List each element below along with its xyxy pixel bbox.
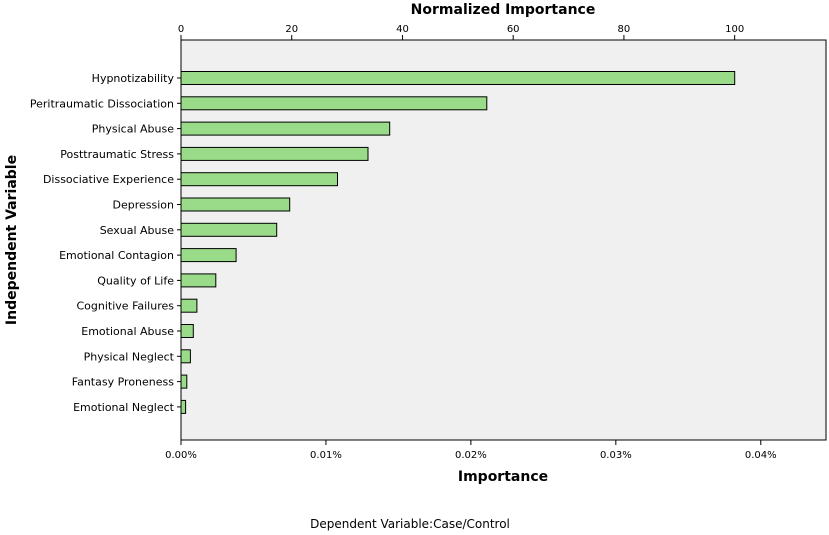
category-label: Hypnotizability <box>92 72 175 85</box>
category-label: Fantasy Proneness <box>72 376 174 389</box>
bar <box>180 121 391 136</box>
x2-tick-label: 100 <box>725 24 744 35</box>
x2-tick-label: 80 <box>618 24 631 35</box>
x-axis: 0.00% 0.01% 0.02% 0.03% 0.04% <box>165 440 777 461</box>
category-label: Emotional Abuse <box>81 325 174 338</box>
bar <box>180 96 488 111</box>
x2-axis: 0 20 40 60 80 100 <box>178 24 744 40</box>
category-labels: Hypnotizability Peritraumatic Dissociatio… <box>30 72 181 414</box>
x2-axis-title: Normalized Importance <box>411 2 596 18</box>
bar <box>180 248 237 263</box>
category-label: Sexual Abuse <box>100 224 175 237</box>
x-axis-title: Importance <box>458 469 548 485</box>
bar <box>180 349 191 364</box>
x2-tick-label: 0 <box>178 24 184 35</box>
x2-tick-label: 40 <box>396 24 409 35</box>
x-tick-label: 0.01% <box>310 450 342 461</box>
category-label: Cognitive Failures <box>77 300 175 313</box>
category-label: Emotional Neglect <box>73 401 175 414</box>
x-tick-label: 0.04% <box>745 450 777 461</box>
bar <box>180 222 278 237</box>
bar <box>180 197 291 212</box>
category-label: Depression <box>113 199 175 212</box>
bar <box>180 399 187 414</box>
x2-tick-label: 60 <box>507 24 520 35</box>
bar <box>180 273 217 288</box>
bar <box>180 172 338 187</box>
x-tick-label: 0.03% <box>600 450 632 461</box>
bar <box>180 324 194 338</box>
bar <box>180 71 736 85</box>
x-tick-label: 0.00% <box>165 450 197 461</box>
category-label: Quality of Life <box>97 274 174 287</box>
category-label: Physical Abuse <box>92 123 174 136</box>
y-axis-title: Independent Variable <box>4 155 20 325</box>
category-label: Emotional Contagion <box>59 249 174 262</box>
category-label: Physical Neglect <box>84 350 175 363</box>
bar <box>180 146 369 161</box>
bars-layer <box>180 71 736 414</box>
x2-tick-label: 20 <box>285 24 298 35</box>
category-label: Peritraumatic Dissociation <box>30 97 174 110</box>
bar <box>180 298 198 313</box>
category-label: Posttraumatic Stress <box>60 148 174 161</box>
bar <box>180 374 188 389</box>
x-tick-label: 0.02% <box>455 450 487 461</box>
footnote: Dependent Variable:Case/Control <box>310 517 510 531</box>
category-label: Dissociative Experience <box>43 173 174 186</box>
